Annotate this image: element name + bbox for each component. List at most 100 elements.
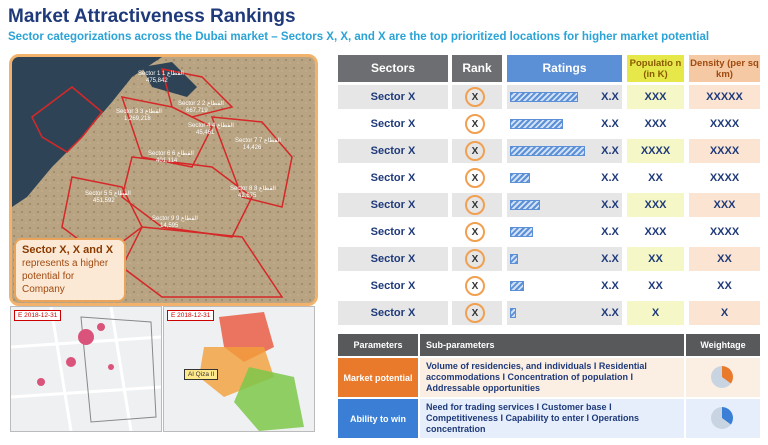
density-cell: XXXX [689,166,760,190]
mini-map-graphic [11,307,161,431]
rating-bar [510,200,540,210]
sub-parameters: Need for trading services I Customer bas… [420,399,684,438]
map-date: E 2018-12-31 [14,310,62,321]
rating-bar [510,308,517,318]
map-value: 401,114 [156,158,178,164]
rating-bar [510,173,530,183]
rating-bar [510,227,534,237]
callout-text: represents a higher potential for Compan… [22,258,109,295]
rating-label: X.X [601,199,619,211]
population-cell: XXX [627,193,684,217]
rating-label: X.X [601,145,619,157]
sector-cell: Sector X [338,220,448,244]
sector-cell: Sector X [338,274,448,298]
map-label: Sector 5 القطاع 5 [85,191,131,197]
callout: Sector X, X and X represents a higher po… [14,238,126,302]
map-label: Sector 3 القطاع 3 [116,109,162,115]
map-value: 14,595 [160,223,179,229]
rating-label: X.X [601,172,619,184]
map-value: 667,719 [186,108,208,114]
sector-cell: Sector X [338,193,448,217]
column-header: Parameters [338,334,418,356]
rating-label: X.X [601,91,619,103]
density-cell: XX [689,274,760,298]
population-cell: XXX [627,220,684,244]
rank-badge: X [465,168,485,188]
rating-cell [507,247,622,271]
density-cell: XXXX [689,220,760,244]
rating-label: X.X [601,280,619,292]
population-cell: XX [627,274,684,298]
map-value: 1,269,218 [124,116,151,122]
sub-parameters: Volume of residencies, and individuals I… [420,358,684,397]
rank-badge: X [465,195,485,215]
map-label: Sector 4 القطاع 4 [188,123,234,129]
population-cell: XX [627,166,684,190]
density-cell: XXXX [689,112,760,136]
population-cell: XXX [627,85,684,109]
population-cell: XXXX [627,139,684,163]
sector-cell: Sector X [338,112,448,136]
map-label: Sector 9 القطاع 9 [152,216,198,222]
density-cell: XX [689,247,760,271]
density-cell: XXXX [689,139,760,163]
column-header: Sectors [338,55,448,82]
parameter-name: Ability to win [338,399,418,438]
rank-badge: X [465,276,485,296]
rating-bar [510,146,585,156]
column-header: Sub-parameters [420,334,684,356]
rank-badge: X [465,141,485,161]
column-header: Rank [452,55,502,82]
map-label: Sector 2 القطاع 2 [178,101,224,107]
weightage-icon [711,366,733,388]
map-value: 14,426 [243,145,262,151]
map-value: 475,842 [146,78,168,84]
map-label: Sector 7 القطاع 7 [235,138,281,144]
rating-cell [507,274,622,298]
density-cell: XXXXX [689,85,760,109]
sector-cell: Sector X [338,139,448,163]
mini-map-graphic [199,312,304,431]
rating-bar [510,92,579,102]
rank-badge: X [465,87,485,107]
map-label: Sector 8 القطاع 8 [230,186,276,192]
column-header: Ratings [507,55,622,82]
rank-badge: X [465,114,485,134]
rating-label: X.X [601,307,619,319]
mini-map-left: E 2018-12-31 [10,306,162,432]
density-cell: XXX [689,193,760,217]
rank-badge: X [465,222,485,242]
map-date: E 2018-12-31 [167,310,215,321]
rating-cell [507,301,622,325]
mini-map-right: E 2018-12-31 Al Qiza II [163,306,315,432]
title: Market Attractiveness Rankings [8,6,296,27]
weightage-icon [711,407,733,429]
population-cell: X [627,301,684,325]
subtitle: Sector categorizations across the Dubai … [8,31,710,43]
rank-badge: X [465,249,485,269]
map-value: 451,592 [93,198,115,204]
callout-bold: Sector X, X and X [22,244,114,256]
map-value: 45,461 [196,130,215,136]
column-header: Populatio n (in K) [627,55,684,82]
rating-label: X.X [601,253,619,265]
map-label: Sector 6 القطاع 6 [148,151,194,157]
rank-badge: X [465,303,485,323]
map-popup: Al Qiza II [184,369,219,380]
parameter-name: Market potential [338,358,418,397]
sector-cell: Sector X [338,301,448,325]
map-value: 42,675 [238,193,257,199]
population-cell: XXX [627,112,684,136]
rating-bar [510,119,564,129]
column-header: Density (per sq km) [689,55,760,82]
rating-label: X.X [601,118,619,130]
sector-cell: Sector X [338,247,448,271]
density-cell: X [689,301,760,325]
sector-cell: Sector X [338,166,448,190]
population-cell: XX [627,247,684,271]
map-label: Sector 1 القطاع 1 [138,71,184,77]
rating-label: X.X [601,226,619,238]
column-header: Weightage [686,334,760,356]
rating-bar [510,254,519,264]
